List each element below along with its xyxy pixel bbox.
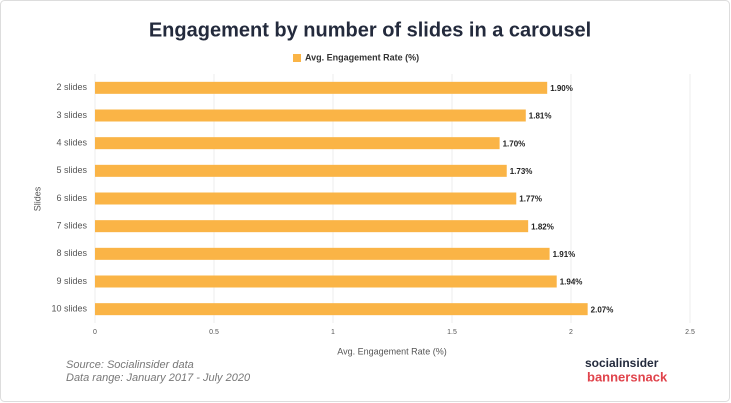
bar xyxy=(95,220,529,233)
bar xyxy=(95,247,550,260)
x-tick-label: 1.5 xyxy=(447,329,457,336)
y-tick-label: 8 slides xyxy=(56,248,87,258)
date-range-note: Data range: January 2017 - July 2020 xyxy=(66,372,251,384)
value-label: 1.82% xyxy=(531,222,554,231)
value-label: 1.91% xyxy=(553,250,576,259)
bar xyxy=(95,192,517,205)
bar xyxy=(95,109,526,122)
y-tick-label: 2 slides xyxy=(56,82,87,92)
value-label: 1.77% xyxy=(519,195,542,204)
y-tick-label: 7 slides xyxy=(56,221,87,231)
y-axis-label: Slides xyxy=(32,186,42,211)
y-tick-label: 6 slides xyxy=(56,193,87,203)
y-tick-label: 9 slides xyxy=(56,276,87,286)
x-tick-label: 0.5 xyxy=(209,329,219,336)
value-label: 1.81% xyxy=(529,112,552,121)
value-label: 1.94% xyxy=(560,278,583,287)
x-tick-label: 2 xyxy=(569,329,573,336)
y-tick-label: 10 slides xyxy=(51,304,87,314)
value-label: 1.73% xyxy=(510,167,533,176)
y-tick-label: 5 slides xyxy=(56,165,87,175)
bar xyxy=(95,81,548,94)
y-tick-label: 4 slides xyxy=(56,138,87,148)
legend-label: Avg. Engagement Rate (%) xyxy=(305,52,419,62)
logo-socialinsider: socialinsider xyxy=(585,356,659,370)
chart-title: Engagement by number of slides in a caro… xyxy=(149,19,591,41)
bar xyxy=(95,164,507,177)
logo-bannersnack: bannersnack xyxy=(587,369,668,384)
x-tick-label: 2.5 xyxy=(685,329,695,336)
x-tick-label: 0 xyxy=(93,329,97,336)
value-label: 1.90% xyxy=(550,84,573,93)
legend-swatch xyxy=(293,54,301,62)
value-label: 2.07% xyxy=(591,305,614,314)
x-tick-label: 1 xyxy=(331,329,335,336)
x-axis-label: Avg. Engagement Rate (%) xyxy=(337,346,446,356)
y-tick-label: 3 slides xyxy=(56,110,87,120)
bar xyxy=(95,137,500,150)
bar xyxy=(95,275,557,288)
value-label: 1.70% xyxy=(503,139,526,148)
source-note: Source: Socialinsider data xyxy=(66,359,194,371)
bar xyxy=(95,303,588,316)
